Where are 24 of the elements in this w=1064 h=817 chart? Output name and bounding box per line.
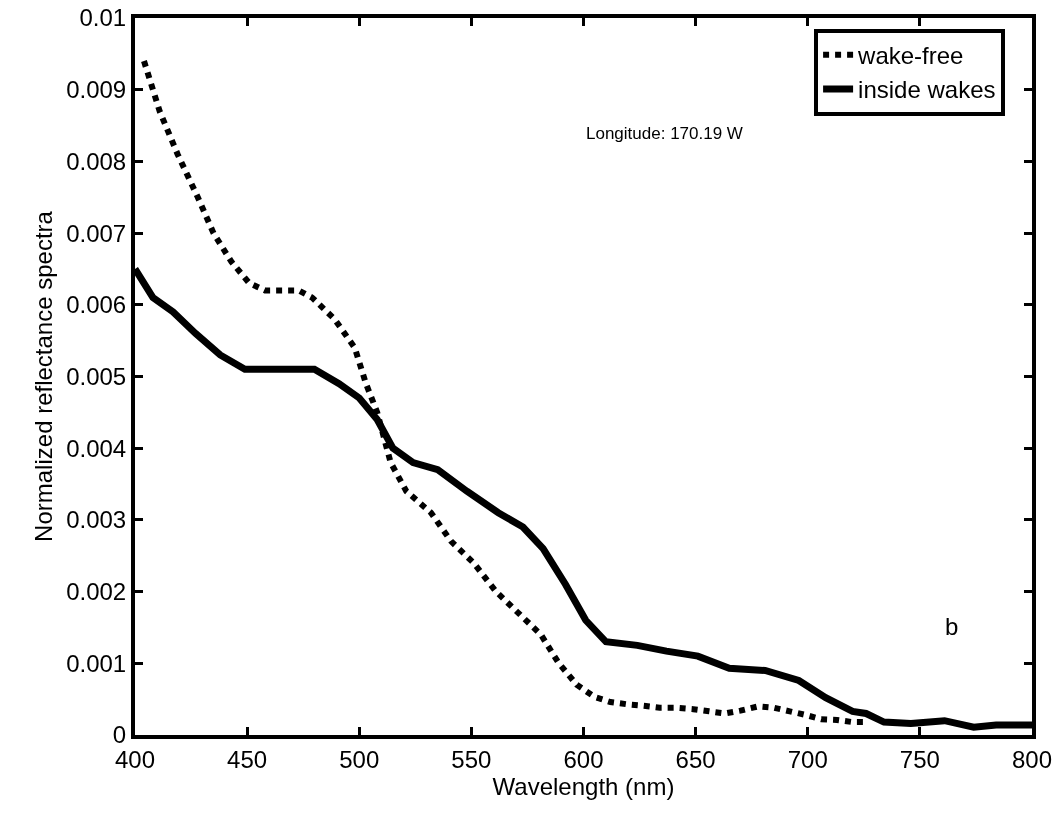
y-tick-label: 0.003	[66, 506, 127, 534]
x-tick-label: 600	[563, 745, 604, 773]
x-axis-title: Wavelength (nm)	[492, 772, 675, 800]
y-tick-label: 0.004	[66, 434, 127, 462]
annotation: Longitude: 170.19 W	[586, 124, 743, 143]
x-tick-label: 750	[899, 745, 940, 773]
legend-label: wake-free	[857, 42, 964, 70]
annotation: b	[945, 613, 959, 640]
y-tick-label: 0.006	[66, 291, 127, 319]
x-tick-label: 450	[227, 745, 268, 773]
y-axis-title: Normalized reflectance spectra	[29, 210, 57, 542]
y-tick-label: 0.001	[66, 649, 127, 677]
y-tick-label: 0.007	[66, 219, 127, 247]
x-tick-label: 500	[339, 745, 380, 773]
y-tick-label: 0.009	[66, 76, 127, 104]
y-tick-label: 0.002	[66, 578, 127, 605]
x-tick-label: 550	[451, 745, 492, 773]
y-tick-label: 0.01	[79, 4, 127, 32]
legend-label: inside wakes	[858, 76, 996, 104]
x-tick-label: 700	[787, 745, 828, 773]
x-tick-label: 800	[1011, 745, 1053, 773]
x-tick-label: 650	[675, 745, 716, 773]
y-tick-label: 0.008	[66, 147, 127, 175]
y-tick-label: 0.005	[66, 362, 127, 390]
